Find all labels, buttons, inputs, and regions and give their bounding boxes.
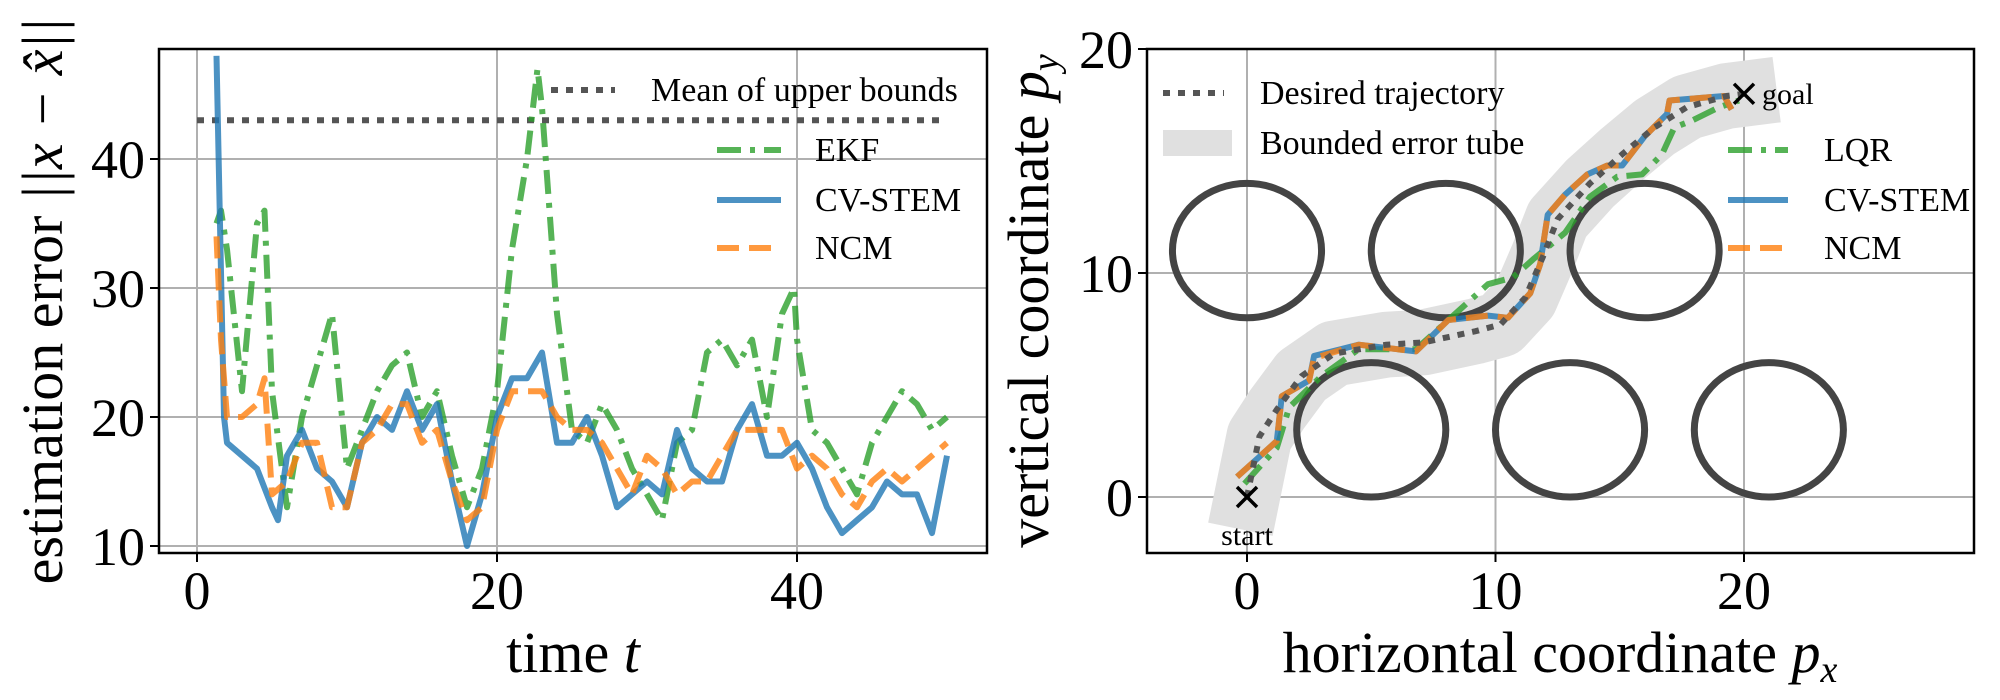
y-tick-label: 40	[91, 130, 145, 190]
obstacle-circle	[1690, 359, 1847, 501]
left-x-axis-label: time t	[506, 620, 642, 685]
legend-label: CV-STEM	[1824, 182, 1970, 219]
series-cv-stem-line	[213, 55, 950, 549]
legend-label: Desired trajectory	[1260, 75, 1505, 112]
y-tick-label: 10	[1079, 244, 1133, 304]
goal-label: goal	[1762, 78, 1814, 111]
legend-label: NCM	[1824, 230, 1901, 267]
y-tick-label: 10	[91, 517, 145, 577]
x-tick-label: 20	[470, 561, 524, 621]
axes-frame	[1145, 47, 1976, 555]
obstacle-circle	[1492, 359, 1649, 501]
right-y-axis-label: vertical coordinate py	[996, 54, 1067, 548]
x-tick-label: 40	[770, 561, 824, 621]
y-tick-label: 0	[1106, 468, 1133, 528]
obstacle-circle	[1566, 179, 1723, 322]
legend-label: LQR	[1824, 132, 1892, 169]
x-tick-label: 20	[1717, 561, 1771, 621]
y-tick-label: 20	[1079, 20, 1133, 80]
x-tick-label: 10	[1469, 561, 1523, 621]
y-tick-label: 20	[91, 388, 145, 448]
legend-label: NCM	[815, 230, 892, 267]
obstacle-circle	[1168, 179, 1326, 322]
goal-marker-icon	[1732, 82, 1756, 106]
x-tick-label: 0	[1234, 561, 1261, 621]
series-ncm-line	[213, 236, 949, 524]
estimation-error-chart: 0 20 40 10 20 30 40 Mean of upper bounds EKF CV-S…	[91, 47, 989, 621]
desired-trajectory-line	[1244, 90, 1745, 498]
y-tick-label: 30	[91, 259, 145, 319]
series-ekf-line	[213, 65, 949, 524]
right-x-axis-label: horizontal coordinate px	[1283, 620, 1838, 691]
trajectory-chart: 0 10 20 0 10 20 start goal Desired trajectory Bou…	[1079, 20, 1976, 621]
axes-frame	[157, 47, 989, 555]
legend-label: CV-STEM	[815, 182, 961, 219]
obstacle-circle	[1293, 359, 1450, 501]
legend-label: Bounded error tube	[1260, 125, 1524, 162]
obstacle-circle	[1367, 179, 1524, 322]
x-tick-label: 0	[184, 561, 211, 621]
plot-lines	[197, 55, 950, 549]
legend-swatch	[1163, 130, 1232, 156]
plot-lines	[1168, 57, 1847, 536]
legend-label: EKF	[815, 132, 879, 169]
start-label: start	[1221, 519, 1273, 552]
plot-area	[159, 49, 987, 553]
left-y-axis-label: estimation error ||x − x̂||	[10, 18, 75, 585]
legend-label: Mean of upper bounds	[651, 72, 958, 109]
series-lqr-path	[1242, 97, 1740, 486]
series-ncm-path	[1235, 93, 1735, 480]
start-marker-icon	[1235, 485, 1259, 509]
